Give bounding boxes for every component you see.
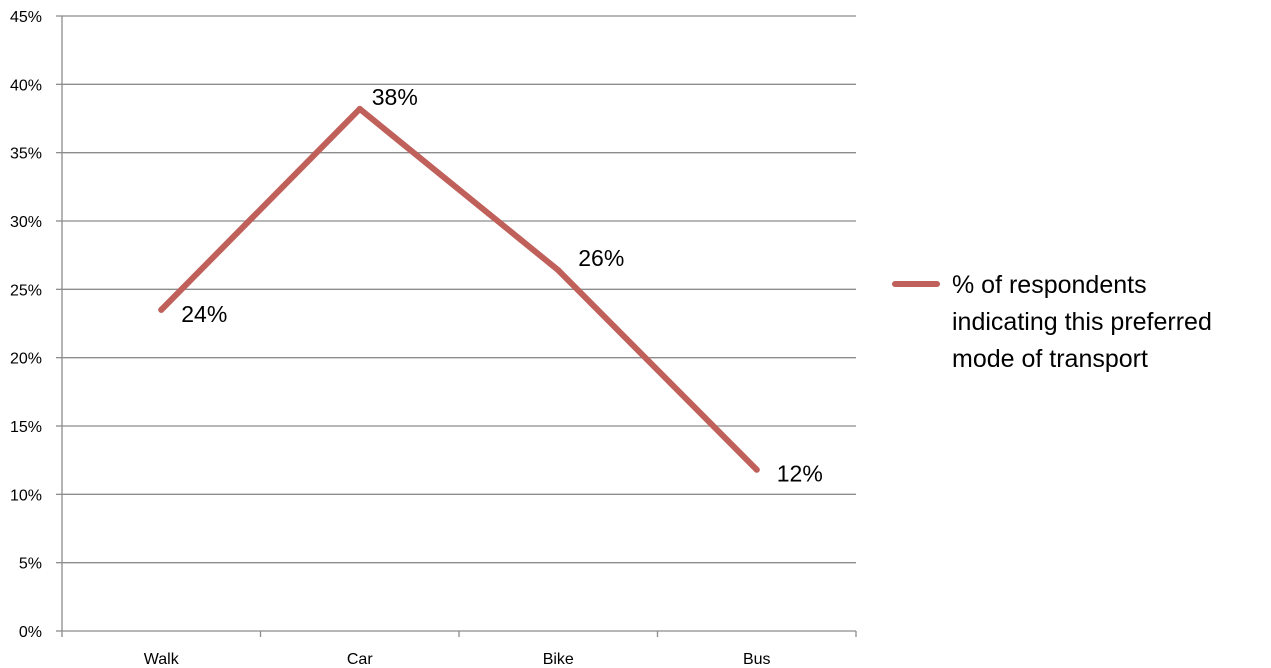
y-tick-label: 15% (10, 419, 42, 436)
legend: % of respondents indicating this preferre… (892, 271, 1212, 373)
data-labels: 24% 38% 26% 12% (181, 84, 823, 487)
data-label-bus: 12% (777, 461, 823, 487)
y-tick-label: 0% (19, 624, 42, 641)
y-tick-label: 45% (10, 9, 42, 26)
series-line (158, 105, 760, 473)
y-tick-label: 5% (19, 556, 42, 573)
y-tick-label: 25% (10, 282, 42, 299)
y-tick-label: 35% (10, 146, 42, 163)
y-tick-label: 40% (10, 77, 42, 94)
y-tick-label: 30% (10, 214, 42, 231)
data-point-car (356, 105, 363, 112)
data-label-walk: 24% (181, 301, 227, 327)
gridlines (62, 15, 856, 564)
x-tick-label-car: Car (347, 651, 373, 668)
legend-label: % of respondents (952, 271, 1147, 299)
axes: 0% 5% 10% 15% 20% 25% 30% 35% 40% 45% Walk Car Bike B… (10, 9, 857, 668)
y-tick-label: 10% (10, 487, 42, 504)
data-label-bike: 26% (578, 245, 624, 271)
x-tick-label-walk: Walk (144, 651, 180, 668)
x-tick-label-bike: Bike (543, 651, 574, 668)
data-point-bike (555, 267, 562, 274)
data-label-car: 38% (372, 84, 418, 110)
data-point-bus (753, 466, 760, 473)
legend-label: mode of transport (952, 345, 1148, 373)
legend-label: indicating this preferred (952, 308, 1212, 336)
x-tick-label-bus: Bus (743, 651, 771, 668)
data-point-walk (158, 306, 165, 313)
series (158, 105, 760, 473)
y-tick-label: 20% (10, 351, 42, 368)
